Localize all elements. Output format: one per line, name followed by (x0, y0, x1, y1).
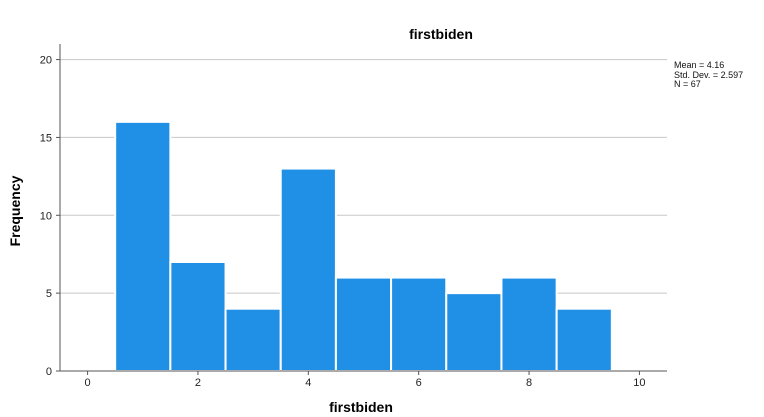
histogram-bar (279, 167, 337, 372)
std-dev-stat: Std. Dev. = 2.597 (674, 69, 744, 80)
x-tick-label: 10 (633, 377, 645, 389)
histogram-bar (445, 292, 503, 372)
bars (114, 120, 613, 373)
histogram-bar (334, 276, 393, 373)
y-tick-label: 15 (40, 132, 52, 144)
histogram-bar (555, 307, 613, 373)
chart-title: firstbiden (409, 26, 473, 42)
x-tick-label: 6 (416, 377, 422, 389)
x-tick-label: 2 (195, 377, 201, 389)
histogram-bar (390, 276, 448, 373)
y-tick-label: 5 (46, 288, 52, 300)
y-tick-label: 10 (40, 210, 52, 222)
x-tick-label: 8 (526, 377, 532, 389)
y-axis-ticks: 0 5 10 15 20 (40, 55, 60, 378)
x-axis-label: firstbiden (329, 399, 393, 415)
y-tick-label: 0 (46, 366, 52, 378)
histogram-bar (224, 307, 282, 373)
n-stat: N = 67 (674, 79, 701, 89)
mean-stat: Mean = 4.16 (674, 60, 725, 70)
x-tick-label: 4 (305, 377, 311, 389)
x-tick-label: 0 (85, 377, 91, 389)
x-axis-ticks: 0 2 4 6 8 10 (85, 371, 646, 389)
y-tick-label: 20 (40, 55, 52, 67)
statistics-box: Mean = 4.16 Std. Dev. = 2.597 N = 67 (674, 60, 744, 90)
histogram-bar (169, 261, 227, 372)
y-axis-label: Frequency (7, 175, 23, 246)
histogram-bar (500, 276, 558, 373)
histogram-bar (114, 120, 172, 372)
